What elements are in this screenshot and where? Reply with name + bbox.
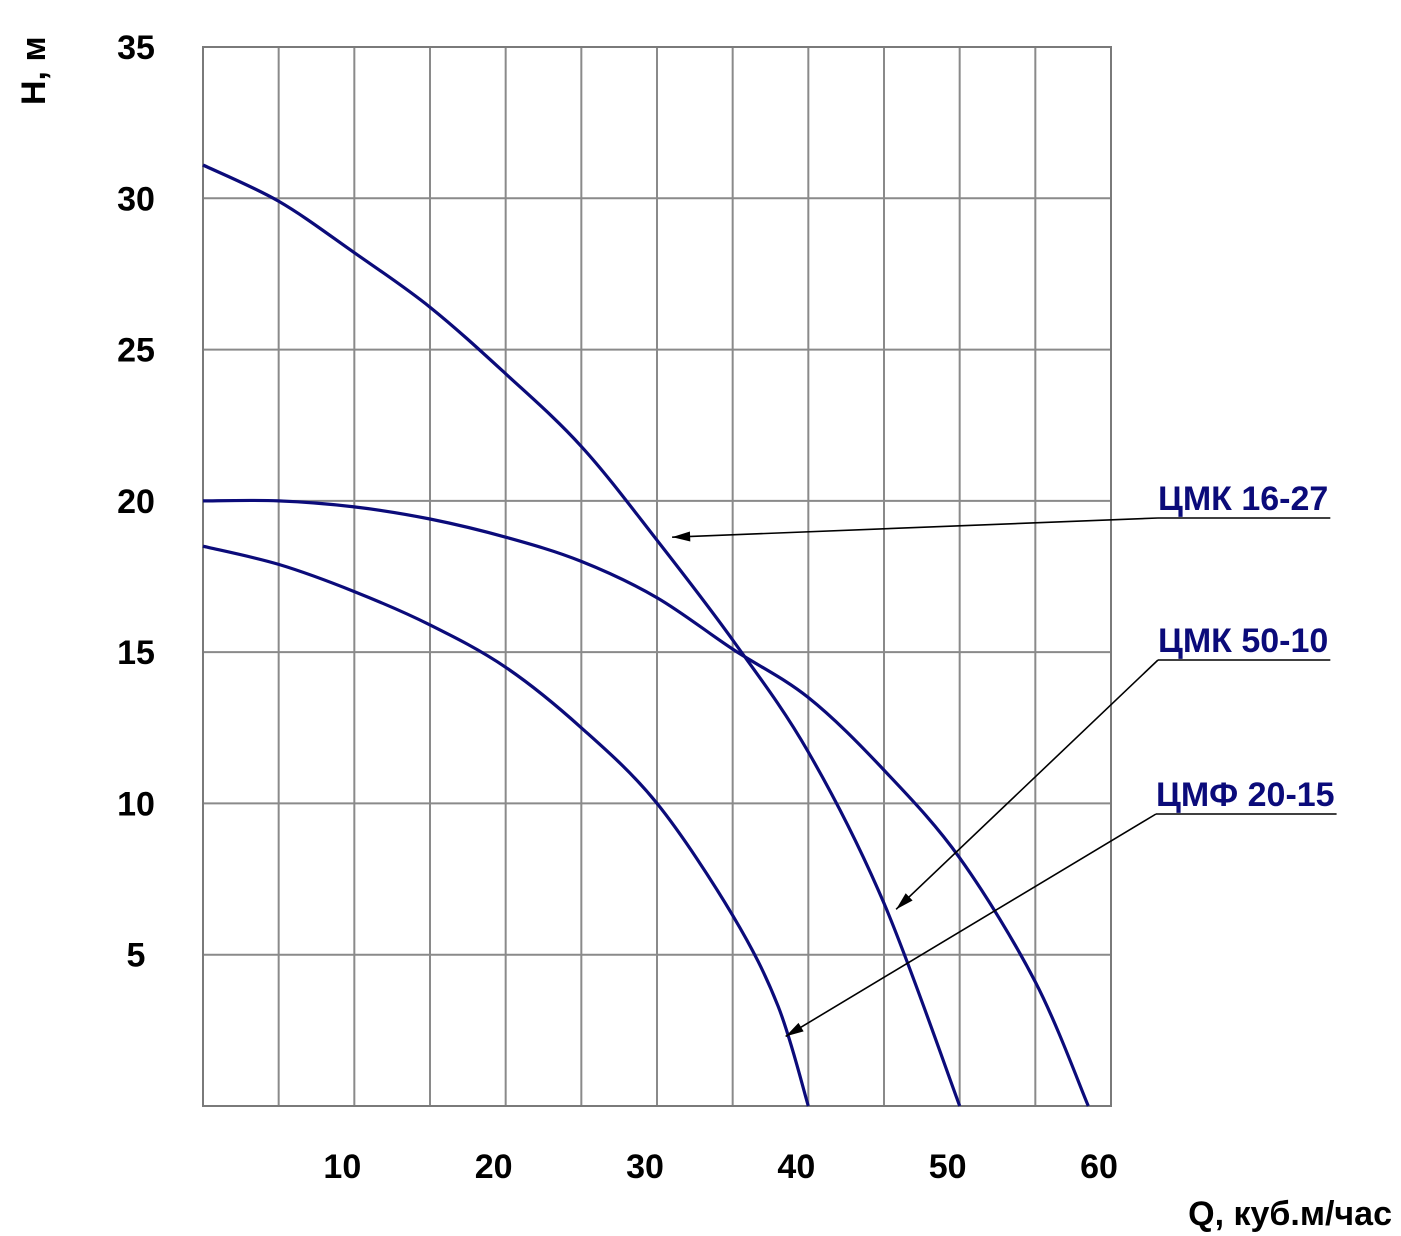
y-tick-label: 35 <box>117 29 155 67</box>
series-label-2: ЦМК 50-10 <box>1158 622 1328 660</box>
leader-arrowhead <box>785 1022 804 1037</box>
y-tick-label: 25 <box>117 332 155 370</box>
x-tick-label: 10 <box>323 1148 361 1186</box>
x-tick-label: 60 <box>1080 1148 1118 1186</box>
series-label-1: ЦМК 16-27 <box>1158 480 1328 518</box>
y-tick-label: 5 <box>127 937 146 975</box>
x-tick-label: 30 <box>626 1148 664 1186</box>
x-tick-label: 50 <box>929 1148 967 1186</box>
annotations: ЦМК 16-27 ЦМК 50-10 ЦМФ 20-15 <box>672 480 1337 1038</box>
series-line-2 <box>202 498 1090 1107</box>
grid <box>203 47 1111 1106</box>
leader-line <box>672 517 1159 538</box>
series-line-1 <box>202 163 962 1107</box>
tick-labels: 10 20 30 40 50 60 5 10 15 20 25 30 35 <box>117 29 1118 1186</box>
leader-arrowhead <box>896 893 913 910</box>
y-tick-label: 30 <box>117 180 155 218</box>
x-axis-title: Q, куб.м/час <box>1188 1195 1392 1233</box>
leader-arrowhead <box>672 531 691 542</box>
x-tick-label: 40 <box>777 1148 815 1186</box>
plot-frame <box>202 46 1112 1107</box>
leader-line <box>895 659 1159 910</box>
series-label-3: ЦМФ 20-15 <box>1156 776 1335 814</box>
leader-line <box>785 813 1157 1038</box>
y-tick-label: 20 <box>117 483 155 521</box>
y-tick-label: 15 <box>117 634 155 672</box>
y-axis-title: H, м <box>15 36 53 105</box>
x-tick-label: 20 <box>475 1148 513 1186</box>
curves <box>202 163 1090 1107</box>
series-line-3 <box>202 544 810 1107</box>
y-tick-label: 10 <box>117 785 155 823</box>
